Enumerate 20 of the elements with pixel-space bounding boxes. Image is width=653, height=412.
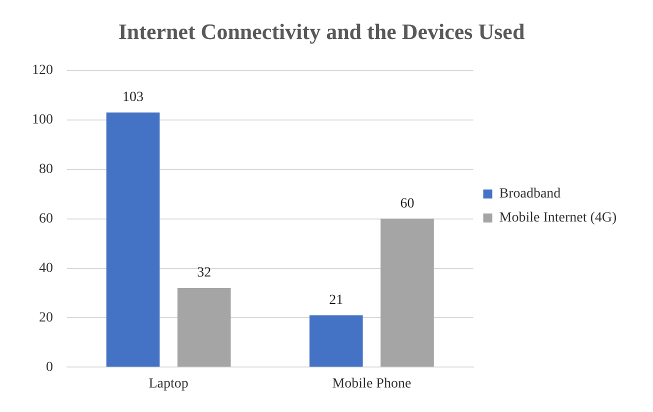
x-tick-label: Mobile Phone [332,376,412,392]
bar [106,112,160,367]
x-tick-label: Laptop [148,376,188,392]
legend-label: Mobile Internet (4G) [499,210,617,226]
bar [309,315,363,367]
y-tick-label: 80 [39,162,53,178]
y-tick-label: 40 [39,260,53,276]
chart-title: Internet Connectivity and the Devices Used [118,18,525,44]
y-tick-label: 120 [32,63,53,78]
y-tick-label: 20 [39,310,53,326]
data-label: 103 [122,90,144,106]
bar [380,218,434,367]
bar [177,288,231,367]
y-tick-label: 0 [46,360,53,375]
data-label: 21 [329,292,344,308]
y-tick-label: 60 [39,211,53,226]
y-tick-label: 100 [32,112,53,128]
data-label: 32 [197,266,212,281]
legend-label: Broadband [499,186,561,202]
data-label: 60 [400,196,414,212]
